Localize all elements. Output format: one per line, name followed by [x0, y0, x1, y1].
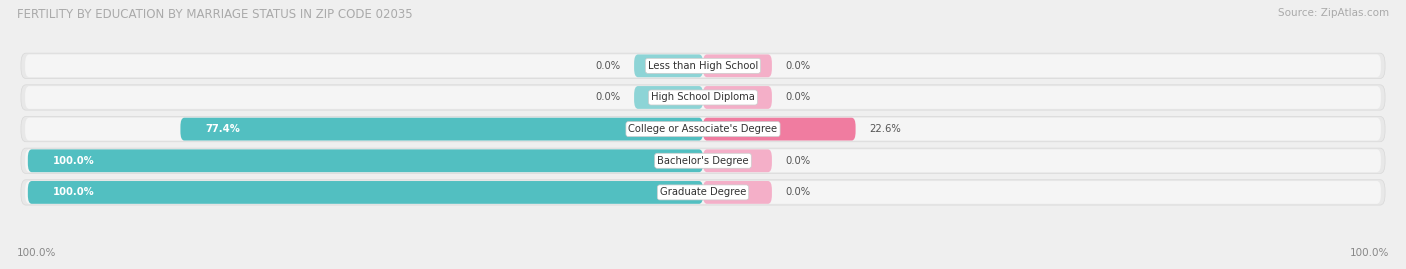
FancyBboxPatch shape — [28, 181, 703, 204]
FancyBboxPatch shape — [21, 148, 1385, 174]
FancyBboxPatch shape — [703, 54, 772, 77]
FancyBboxPatch shape — [25, 86, 1381, 109]
Text: Source: ZipAtlas.com: Source: ZipAtlas.com — [1278, 8, 1389, 18]
Text: 22.6%: 22.6% — [869, 124, 901, 134]
FancyBboxPatch shape — [634, 54, 703, 77]
FancyBboxPatch shape — [21, 53, 1385, 79]
Text: 77.4%: 77.4% — [205, 124, 240, 134]
FancyBboxPatch shape — [28, 149, 703, 172]
FancyBboxPatch shape — [25, 54, 1381, 77]
FancyBboxPatch shape — [25, 181, 1381, 204]
Text: FERTILITY BY EDUCATION BY MARRIAGE STATUS IN ZIP CODE 02035: FERTILITY BY EDUCATION BY MARRIAGE STATU… — [17, 8, 412, 21]
FancyBboxPatch shape — [703, 181, 772, 204]
Text: 100.0%: 100.0% — [52, 187, 94, 197]
FancyBboxPatch shape — [25, 149, 1381, 172]
FancyBboxPatch shape — [21, 85, 1385, 110]
Text: Graduate Degree: Graduate Degree — [659, 187, 747, 197]
Text: 0.0%: 0.0% — [786, 156, 811, 166]
Text: 0.0%: 0.0% — [786, 61, 811, 71]
FancyBboxPatch shape — [703, 118, 856, 140]
Text: 100.0%: 100.0% — [52, 156, 94, 166]
Text: 0.0%: 0.0% — [786, 187, 811, 197]
Text: Bachelor's Degree: Bachelor's Degree — [657, 156, 749, 166]
Text: High School Diploma: High School Diploma — [651, 93, 755, 102]
FancyBboxPatch shape — [634, 86, 703, 109]
FancyBboxPatch shape — [703, 86, 772, 109]
Text: College or Associate's Degree: College or Associate's Degree — [628, 124, 778, 134]
FancyBboxPatch shape — [21, 180, 1385, 205]
Text: 100.0%: 100.0% — [1350, 248, 1389, 258]
FancyBboxPatch shape — [703, 149, 772, 172]
FancyBboxPatch shape — [25, 118, 1381, 140]
Text: 0.0%: 0.0% — [786, 93, 811, 102]
Text: 100.0%: 100.0% — [17, 248, 56, 258]
FancyBboxPatch shape — [180, 118, 703, 140]
Text: Less than High School: Less than High School — [648, 61, 758, 71]
Text: 0.0%: 0.0% — [595, 93, 620, 102]
Text: 0.0%: 0.0% — [595, 61, 620, 71]
FancyBboxPatch shape — [21, 116, 1385, 142]
